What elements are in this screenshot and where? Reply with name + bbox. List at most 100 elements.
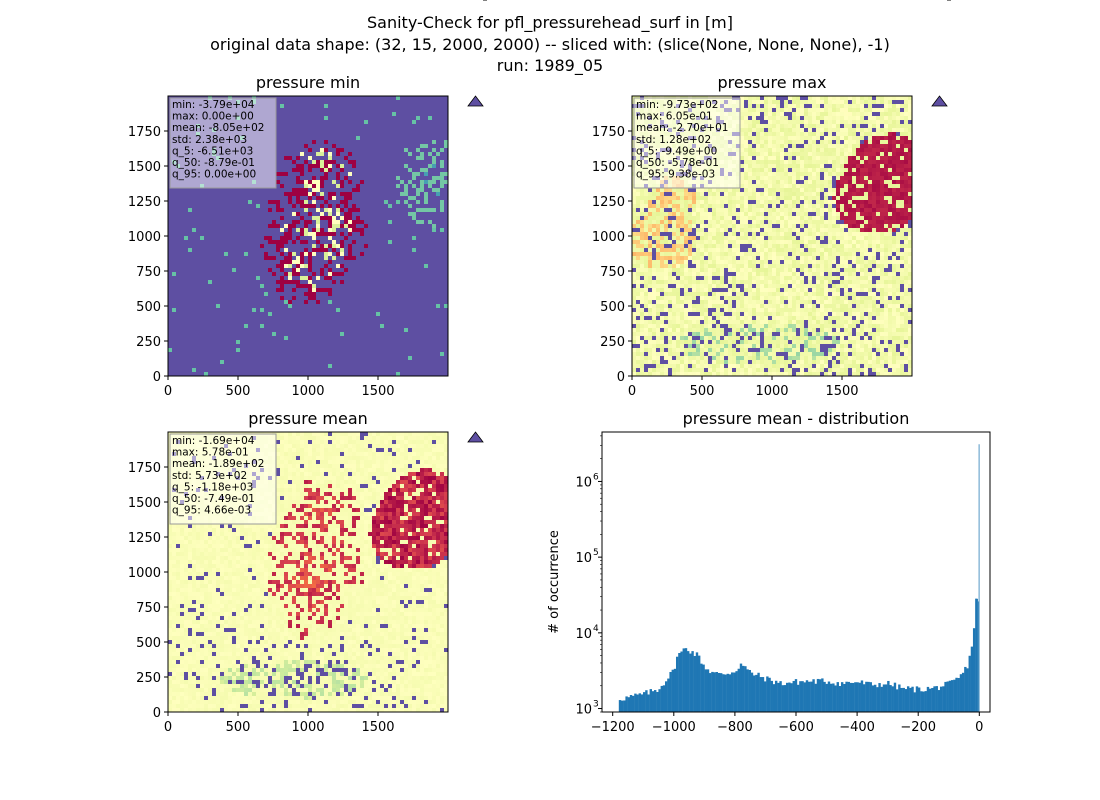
heatmap-cell bbox=[396, 152, 401, 157]
heatmap-cell bbox=[284, 212, 289, 217]
heatmap-cell bbox=[184, 280, 189, 285]
heatmap-cell bbox=[352, 204, 357, 209]
heatmap-cell bbox=[432, 344, 437, 349]
heatmap-cell bbox=[420, 284, 425, 289]
heatmap-cell bbox=[348, 296, 353, 301]
heatmap-cell bbox=[380, 300, 385, 305]
heatmap-cell bbox=[280, 360, 285, 365]
heatmap-cell bbox=[328, 312, 333, 317]
heatmap-cell bbox=[420, 260, 425, 265]
heatmap-cell bbox=[368, 236, 373, 241]
heatmap-cell bbox=[396, 204, 401, 209]
heatmap-cell bbox=[212, 364, 217, 369]
heatmap-cell bbox=[336, 232, 341, 237]
heatmap-cell bbox=[316, 188, 321, 193]
heatmap-cell bbox=[284, 108, 289, 113]
heatmap-cell bbox=[296, 96, 301, 101]
heatmap-cell bbox=[328, 168, 333, 173]
heatmap-cell bbox=[252, 208, 257, 213]
heatmap-cell bbox=[404, 324, 409, 329]
heatmap-cell bbox=[428, 284, 433, 289]
heatmap-cell bbox=[212, 196, 217, 201]
heatmap-cell bbox=[260, 288, 265, 293]
heatmap-cell bbox=[316, 256, 321, 261]
heatmap-cell bbox=[396, 252, 401, 257]
heatmap-cell bbox=[368, 144, 373, 149]
heatmap-cell bbox=[400, 324, 405, 329]
heatmap-cell bbox=[268, 264, 273, 269]
heatmap-cell bbox=[324, 196, 329, 201]
heatmap-cell bbox=[344, 304, 349, 309]
heatmap-cell bbox=[200, 280, 205, 285]
heatmap-cell bbox=[336, 180, 341, 185]
heatmap-cell bbox=[228, 264, 233, 269]
heatmap-cell bbox=[208, 268, 213, 273]
heatmap-cell bbox=[276, 144, 281, 149]
heatmap-cell bbox=[184, 224, 189, 229]
heatmap-cell bbox=[232, 224, 237, 229]
heatmap-cell bbox=[320, 136, 325, 141]
heatmap-cell bbox=[408, 204, 413, 209]
heatmap-cell bbox=[416, 116, 421, 121]
heatmap-cell bbox=[400, 152, 405, 157]
heatmap-cell bbox=[440, 296, 445, 301]
heatmap-cell bbox=[180, 236, 185, 241]
heatmap-cell bbox=[204, 344, 209, 349]
heatmap-cell bbox=[404, 256, 409, 261]
heatmap-cell bbox=[220, 312, 225, 317]
heatmap-cell bbox=[336, 300, 341, 305]
heatmap-cell bbox=[244, 264, 249, 269]
heatmap-cell bbox=[352, 156, 357, 161]
heatmap-cell bbox=[188, 328, 193, 333]
heatmap-cell bbox=[320, 240, 325, 245]
heatmap-cell bbox=[284, 248, 289, 253]
heatmap-cell bbox=[168, 328, 173, 333]
heatmap-cell bbox=[252, 356, 257, 361]
heatmap-cell bbox=[428, 308, 433, 313]
heatmap-cell bbox=[320, 156, 325, 161]
heatmap-cell bbox=[360, 112, 365, 117]
heatmap-cell bbox=[268, 212, 273, 217]
heatmap-cell bbox=[348, 228, 353, 233]
heatmap-cell bbox=[216, 360, 221, 365]
heatmap-cell bbox=[324, 132, 329, 137]
heatmap-cell bbox=[244, 288, 249, 293]
heatmap-cell bbox=[264, 296, 269, 301]
heatmap-cell bbox=[196, 260, 201, 265]
heatmap-cell bbox=[384, 156, 389, 161]
heatmap-cell bbox=[228, 260, 233, 265]
heatmap-cell bbox=[352, 168, 357, 173]
heatmap-cell bbox=[340, 120, 345, 125]
heatmap-cell bbox=[232, 220, 237, 225]
heatmap-cell bbox=[276, 312, 281, 317]
heatmap-cell bbox=[168, 188, 173, 193]
heatmap-cell bbox=[216, 344, 221, 349]
heatmap-cell bbox=[280, 136, 285, 141]
heatmap-cell bbox=[428, 108, 433, 113]
heatmap-cell bbox=[376, 328, 381, 333]
heatmap-cell bbox=[440, 240, 445, 245]
heatmap-cell bbox=[316, 240, 321, 245]
heatmap-cell bbox=[392, 100, 397, 105]
heatmap-cell bbox=[404, 168, 409, 173]
heatmap-cell bbox=[260, 216, 265, 221]
heatmap-cell bbox=[240, 320, 245, 325]
heatmap-cell bbox=[332, 348, 337, 353]
heatmap-cell bbox=[408, 316, 413, 321]
heatmap-cell bbox=[216, 312, 221, 317]
heatmap-cell bbox=[180, 344, 185, 349]
heatmap-cell bbox=[420, 136, 425, 141]
heatmap-cell bbox=[376, 312, 381, 317]
heatmap-cell bbox=[340, 264, 345, 269]
heatmap-cell bbox=[340, 320, 345, 325]
heatmap-cell bbox=[280, 288, 285, 293]
heatmap-cell bbox=[416, 288, 421, 293]
heatmap-cell bbox=[352, 268, 357, 273]
heatmap-cell bbox=[380, 220, 385, 225]
heatmap-cell bbox=[212, 360, 217, 365]
heatmap-cell bbox=[328, 100, 333, 105]
heatmap-cell bbox=[316, 184, 321, 189]
heatmap-cell bbox=[360, 276, 365, 281]
heatmap-cell bbox=[308, 340, 313, 345]
